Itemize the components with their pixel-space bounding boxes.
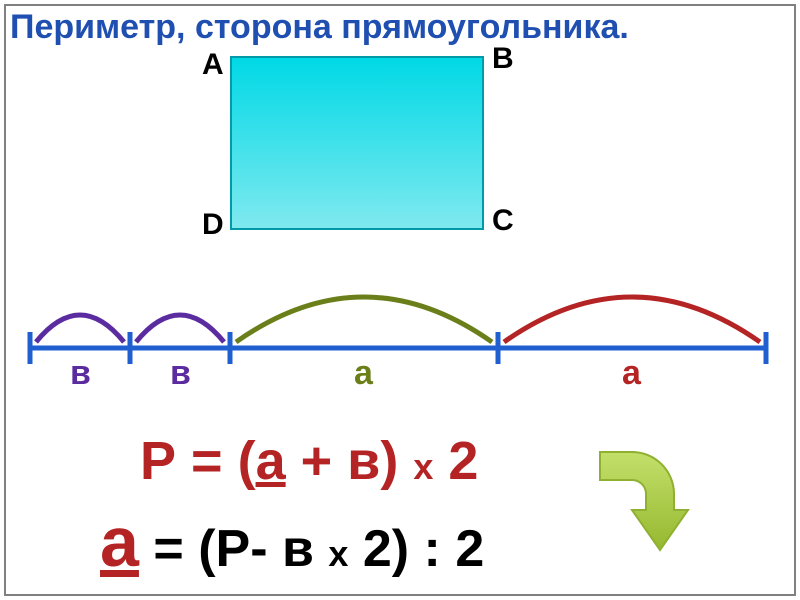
vertex-c-label: С <box>492 204 514 238</box>
f1-a: а <box>256 431 286 491</box>
rectangle-shape <box>230 56 484 230</box>
vertex-d-label: D <box>202 208 224 242</box>
number-line-svg <box>12 260 788 400</box>
f2-x: х <box>328 533 348 574</box>
f1-plus: + в) <box>286 431 414 491</box>
segment-label-1: в <box>170 354 191 393</box>
slide-title: Периметр, сторона прямоугольника. <box>10 8 629 47</box>
number-line: вваа <box>12 260 788 400</box>
segment-label-2: а <box>354 354 373 393</box>
f1-P: Р <box>140 431 176 491</box>
rectangle-diagram: А В С D <box>230 56 484 230</box>
formula-side: а = (Р- в х 2) : 2 <box>100 502 484 582</box>
formula-perimeter: Р = (а + в) х 2 <box>140 430 478 492</box>
vertex-a-label: А <box>202 48 224 82</box>
f2-rest1: = (Р- в <box>139 520 328 578</box>
segment-label-0: в <box>70 354 91 393</box>
f1-x: х <box>413 446 433 487</box>
curved-arrow-icon <box>570 432 690 562</box>
f1-two: 2 <box>433 431 478 491</box>
vertex-b-label: В <box>492 42 514 76</box>
f2-a: а <box>100 503 139 581</box>
segment-label-3: а <box>622 354 641 393</box>
f2-rest2: 2) : 2 <box>348 520 484 578</box>
f1-eq: = ( <box>176 431 256 491</box>
